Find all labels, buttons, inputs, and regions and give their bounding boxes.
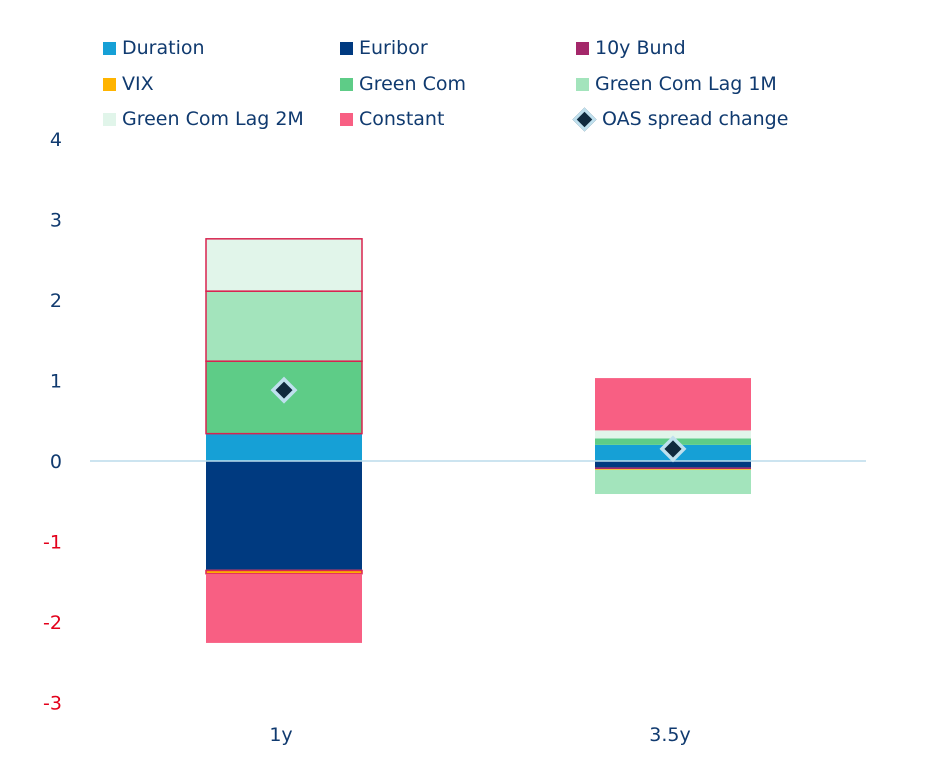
- legend-label-vix: VIX: [122, 73, 154, 95]
- y-tick-label: -3: [43, 693, 62, 715]
- y-tick-label: -1: [43, 532, 62, 554]
- oas-markers: [270, 376, 687, 463]
- legend-label-constant: Constant: [359, 108, 445, 130]
- legend-item-duration: Duration: [103, 37, 205, 59]
- legend-label-duration: Duration: [122, 37, 205, 59]
- legend-item-oas-spread-change: OAS spread change: [572, 106, 789, 132]
- bar-segment-vix-1: [595, 469, 751, 470]
- bar-segment-constant-1: [595, 378, 751, 431]
- y-tick-label: -2: [43, 612, 62, 634]
- legend-label-euribor: Euribor: [359, 37, 428, 59]
- x-tick-label: 3.5y: [649, 724, 690, 746]
- legend-item-green-com-lag-1m: Green Com Lag 1M: [576, 73, 777, 95]
- legend-item-10y-bund: 10y Bund: [576, 37, 686, 59]
- legend-swatch-green-com: [340, 77, 353, 91]
- bar-segment-duration-0: [206, 433, 362, 461]
- bar-segment-euribor-0: [206, 461, 362, 570]
- legend-swatch-vix: [103, 77, 116, 91]
- legend-label-green-com: Green Com: [359, 73, 466, 95]
- legend-swatch-green-com-lag-1m: [576, 77, 589, 91]
- legend-label-green-com-lag-1m: Green Com Lag 1M: [595, 73, 777, 95]
- legend-swatch-duration: [103, 41, 116, 55]
- legend-label-green-com-lag-2m: Green Com Lag 2M: [122, 108, 304, 130]
- legend-swatch-euribor: [340, 41, 353, 55]
- bar-segment-vix-0: [205, 569, 363, 575]
- legend-item-green-com: Green Com: [340, 73, 466, 95]
- y-tick-label: 1: [50, 371, 62, 393]
- legend-label-oas-spread-change: OAS spread change: [602, 108, 789, 130]
- y-tick-label: 2: [50, 290, 62, 312]
- bar-segment-euribor-1: [595, 461, 751, 468]
- legend-swatch-constant: [340, 112, 353, 126]
- bar-segment-green-com-lag-2m-1: [595, 430, 751, 439]
- bar-segment-constant-0: [206, 573, 362, 643]
- legend: Duration Euribor 10y Bund VIX Green Com …: [0, 0, 952, 140]
- legend-label-10y-bund: 10y Bund: [595, 37, 686, 59]
- bar-segment-green-com-lag-1m-1: [595, 469, 751, 495]
- legend-item-constant: Constant: [340, 108, 444, 130]
- y-tick-label: 4: [50, 129, 62, 151]
- y-tick-label: 3: [50, 210, 62, 232]
- legend-item-green-com-lag-2m: Green Com Lag 2M: [103, 108, 304, 130]
- legend-swatch-10y-bund: [576, 41, 589, 55]
- oas-marker-1: [659, 435, 687, 463]
- y-axis: 4 3 2 1 0 -1 -2 -3: [43, 129, 62, 715]
- legend-item-euribor: Euribor: [340, 37, 428, 59]
- legend-item-vix: VIX: [103, 73, 154, 95]
- bar-segment-green-com-lag-2m-0: [205, 238, 363, 292]
- oas-marker-0: [270, 376, 298, 404]
- legend-swatch-green-com-lag-2m: [103, 112, 116, 126]
- bar-segment-green-com-lag-1m-0: [205, 290, 363, 362]
- x-axis: 1y 3.5y: [269, 724, 690, 746]
- y-tick-label: 0: [50, 451, 62, 473]
- x-tick-label: 1y: [269, 724, 292, 746]
- bar-segment-10y-bund-1: [595, 467, 751, 470]
